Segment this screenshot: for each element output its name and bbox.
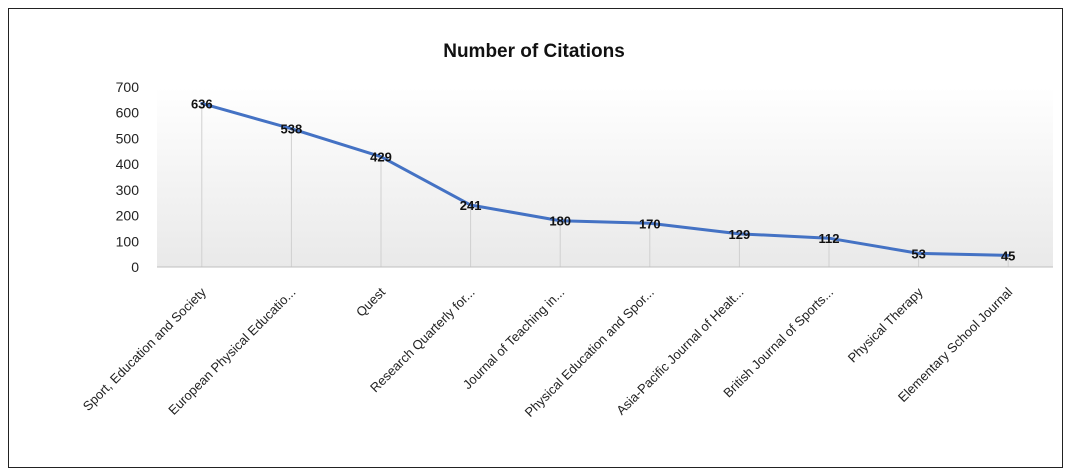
data-label: 129: [729, 227, 751, 242]
data-label: 112: [819, 231, 840, 246]
x-tick-label: Research Quarterly for...: [367, 285, 478, 396]
x-tick-label: Physical Therapy: [845, 284, 926, 365]
line-chart: Number of Citations 0 100 200 300 400 500 600 7…: [80, 41, 1053, 420]
y-tick-label: 100: [116, 233, 140, 249]
y-tick-label: 500: [116, 130, 140, 146]
x-tick-label: Journal of Teaching in...: [460, 285, 568, 393]
y-tick-label: 200: [116, 208, 140, 224]
series-line: [200, 101, 1010, 257]
data-label: 538: [281, 122, 303, 137]
data-label: 53: [911, 246, 925, 261]
data-label: 170: [639, 216, 661, 231]
y-tick-label: 400: [116, 156, 140, 172]
y-tick-label: 600: [116, 105, 140, 121]
chart-title: Number of Citations: [443, 41, 625, 62]
data-label: 180: [549, 214, 571, 229]
data-label: 429: [370, 150, 392, 165]
y-tick-label: 700: [116, 79, 140, 95]
chart-frame: Number of Citations 0 100 200 300 400 500 600 7…: [8, 8, 1063, 468]
data-label: 45: [1001, 248, 1015, 263]
data-label: 636: [191, 96, 213, 111]
plot-area: [157, 87, 1053, 267]
y-tick-label: 300: [116, 182, 140, 198]
y-tick-label: 0: [131, 259, 139, 275]
x-tick-label: Quest: [353, 284, 388, 319]
data-label: 241: [460, 198, 482, 213]
